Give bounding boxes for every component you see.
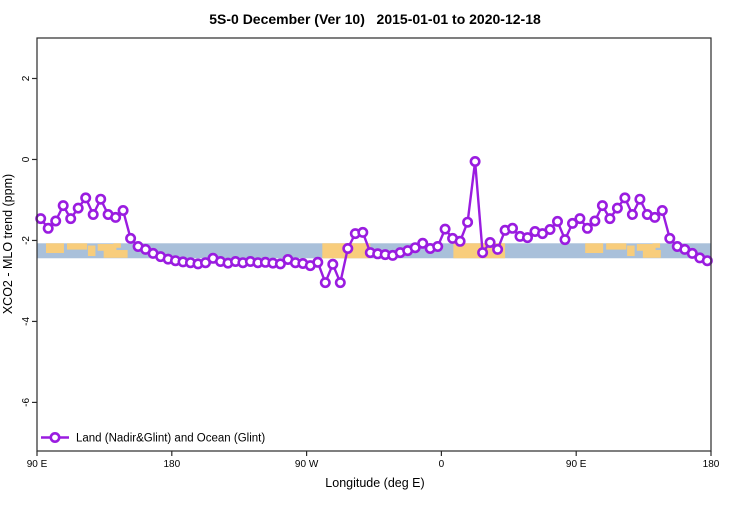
land-patch <box>585 243 604 254</box>
data-point-marker <box>80 192 92 204</box>
data-point-marker <box>327 258 339 270</box>
land-patch <box>113 243 121 248</box>
land-patch <box>642 250 661 258</box>
x-axis-tick-label: 180 <box>163 459 180 470</box>
data-point-marker <box>611 202 623 214</box>
data-point-marker <box>649 211 661 223</box>
data-point-marker <box>589 215 601 227</box>
land-patch <box>66 243 88 250</box>
data-series-layer <box>35 156 713 289</box>
data-point-marker <box>312 256 324 268</box>
data-point-marker <box>439 223 451 235</box>
legend-marker-icon <box>49 431 61 443</box>
data-point-marker <box>701 255 713 267</box>
x-axis-tick-label: 90 W <box>295 459 319 470</box>
data-point-marker <box>686 247 698 259</box>
x-axis-title: Longitude (deg E) <box>325 476 424 490</box>
data-point-marker <box>619 192 631 204</box>
data-point-marker <box>521 232 533 244</box>
data-point-marker <box>117 205 129 217</box>
land-patch <box>636 244 656 251</box>
data-point-marker <box>544 224 556 236</box>
data-point-marker <box>596 200 608 212</box>
axis-layer: 90 E 180 90 W 0 90 E 180 2 0 -2 -4 -6 <box>21 75 720 470</box>
land-patch <box>627 245 635 257</box>
data-point-marker <box>432 241 444 253</box>
x-axis-tick-label: 180 <box>703 459 720 470</box>
data-point-marker <box>664 232 676 244</box>
data-point-marker <box>634 193 646 205</box>
y-axis-tick-label: 0 <box>21 156 32 162</box>
data-point-marker <box>334 277 346 289</box>
data-point-marker <box>110 211 122 223</box>
data-point-marker <box>604 213 616 225</box>
data-point-marker <box>417 237 429 249</box>
data-point-marker <box>50 215 62 227</box>
data-point-marker <box>357 226 369 238</box>
data-point-marker <box>477 247 489 259</box>
land-patch <box>652 243 661 248</box>
data-point-marker <box>35 213 47 225</box>
legend-label: Land (Nadir&Glint) and Ocean (Glint) <box>76 433 265 445</box>
data-point-marker <box>42 222 54 234</box>
data-point-marker <box>454 235 466 247</box>
data-point-marker <box>409 242 421 254</box>
y-axis-tick-label: -6 <box>21 398 32 407</box>
y-axis-tick-label: -2 <box>21 236 32 245</box>
data-point-marker <box>626 209 638 221</box>
y-axis-tick-label: -4 <box>21 317 32 326</box>
data-point-marker <box>462 216 474 228</box>
data-point-marker <box>574 213 586 225</box>
land-patch <box>45 243 64 254</box>
data-point-marker <box>65 213 77 225</box>
land-patch <box>606 243 627 250</box>
data-point-marker <box>342 243 354 255</box>
data-point-marker <box>492 243 504 255</box>
land-patch <box>103 250 128 258</box>
data-point-marker <box>506 222 518 234</box>
data-point-marker <box>566 217 578 229</box>
land-patch <box>87 245 96 257</box>
data-point-marker <box>95 193 107 205</box>
data-point-marker <box>484 237 496 249</box>
data-point-marker <box>200 257 212 269</box>
data-point-marker <box>72 202 84 214</box>
land-patch <box>97 244 117 251</box>
y-axis-title: XCO2 - MLO trend (ppm) <box>1 174 15 314</box>
data-point-marker <box>274 258 286 270</box>
plot-border <box>36 37 712 452</box>
data-point-marker <box>57 200 69 212</box>
y-axis-tick-label: 2 <box>21 75 32 81</box>
data-point-marker <box>319 277 331 289</box>
data-point-marker <box>469 156 481 168</box>
data-point-marker <box>551 215 563 227</box>
data-point-marker <box>125 232 137 244</box>
data-point-marker <box>87 209 99 221</box>
data-point-marker <box>581 222 593 234</box>
x-axis-tick-label: 90 E <box>566 459 587 470</box>
chart-title: 5S-0 December (Ver 10) 2015-01-01 to 202… <box>209 11 541 27</box>
x-axis-tick-label: 90 E <box>27 459 48 470</box>
legend: Land (Nadir&Glint) and Ocean (Glint) <box>41 431 265 445</box>
data-point-marker <box>559 234 571 246</box>
x-axis-tick-label: 0 <box>439 459 445 470</box>
data-point-marker <box>656 205 668 217</box>
